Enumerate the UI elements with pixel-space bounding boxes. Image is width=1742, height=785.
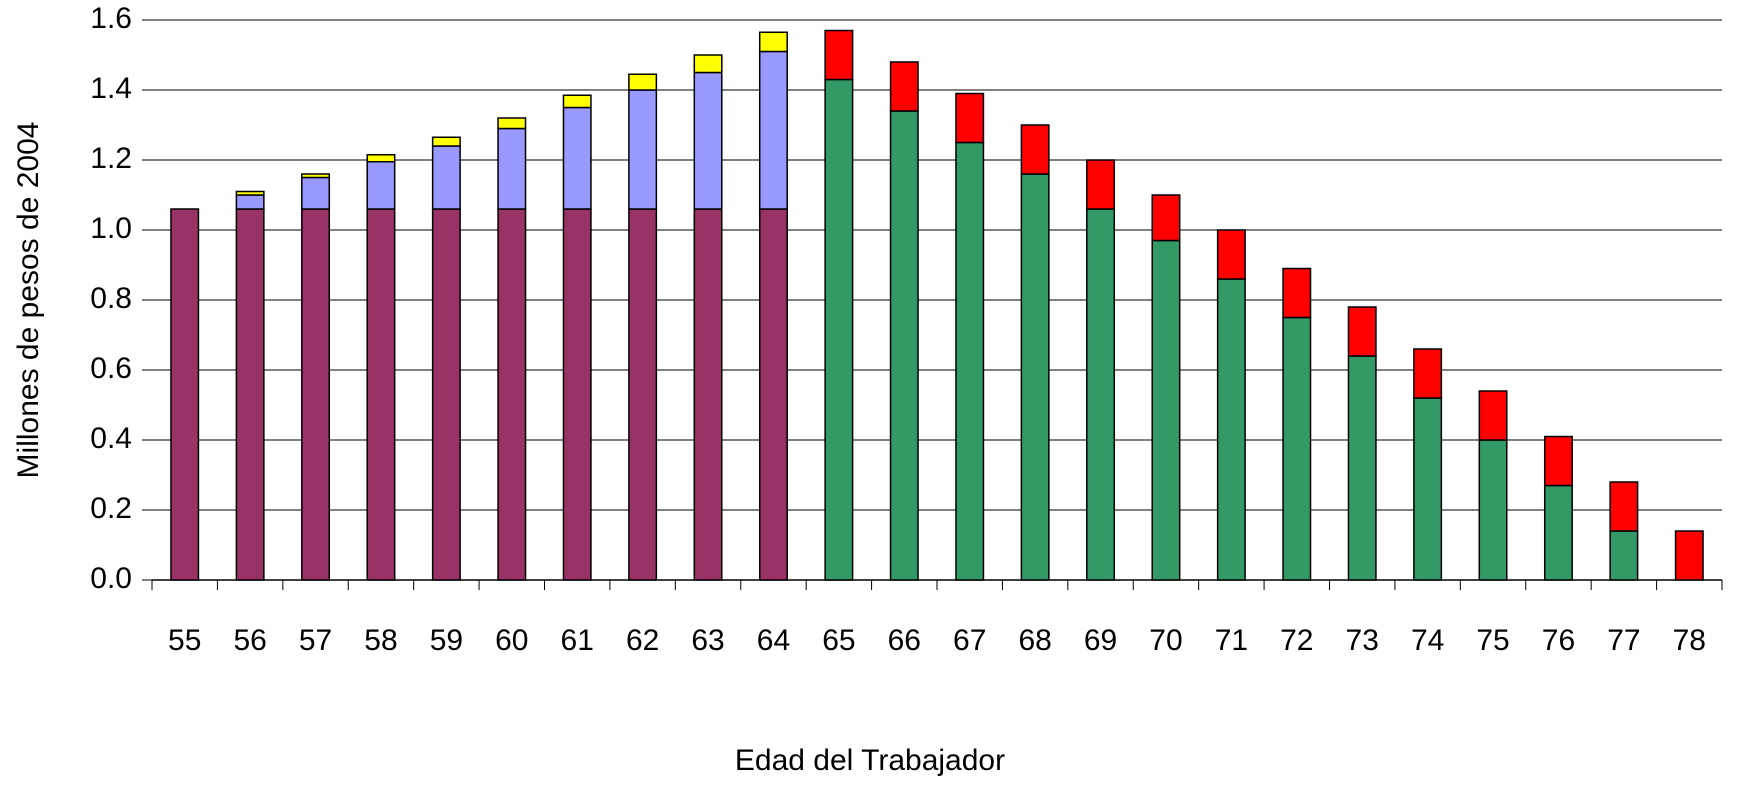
bar-segment xyxy=(1347,355,1377,581)
x-tick-label: 69 xyxy=(1084,624,1117,657)
bar-segment xyxy=(1020,173,1050,581)
x-tick-label: 63 xyxy=(691,624,724,657)
bar-segment xyxy=(1347,306,1377,357)
bar-segment xyxy=(497,117,527,130)
x-tick-label: 72 xyxy=(1280,624,1313,657)
x-tick-label: 68 xyxy=(1018,624,1051,657)
bar-segment xyxy=(170,208,200,581)
x-tick-label: 74 xyxy=(1411,624,1444,657)
x-tick-label: 73 xyxy=(1346,624,1379,657)
bar-segment xyxy=(431,136,461,147)
x-tick-label: 70 xyxy=(1149,624,1182,657)
bar-segment xyxy=(628,89,658,210)
bar-segment xyxy=(497,127,527,210)
bar-segment xyxy=(1478,390,1508,441)
x-tick-label: 71 xyxy=(1215,624,1248,657)
bar-segment xyxy=(955,141,985,581)
bar-segment xyxy=(1086,208,1116,581)
x-tick-label: 78 xyxy=(1673,624,1706,657)
bar-segment xyxy=(758,208,788,581)
bar-segment xyxy=(235,194,265,210)
bar-segment xyxy=(562,94,592,109)
x-tick-label: 62 xyxy=(626,624,659,657)
bar-segment xyxy=(497,208,527,581)
bar-segment xyxy=(628,73,658,91)
x-tick-label: 66 xyxy=(888,624,921,657)
y-tick-label: 1.4 xyxy=(90,72,132,105)
x-tick-label: 61 xyxy=(561,624,594,657)
bar-segment xyxy=(562,208,592,581)
bar-segment xyxy=(431,208,461,581)
y-tick-label: 1.2 xyxy=(90,142,132,175)
bar-segment xyxy=(889,61,919,112)
bar-segment xyxy=(758,50,788,210)
bar-segment xyxy=(366,154,396,163)
y-tick-label: 0.8 xyxy=(90,282,132,315)
bar-segment xyxy=(1609,481,1639,532)
x-tick-label: 59 xyxy=(430,624,463,657)
bar-segment xyxy=(366,208,396,581)
bar-segment xyxy=(431,145,461,210)
x-axis-title: Edad del Trabajador xyxy=(735,744,1005,777)
bar-segment xyxy=(562,106,592,210)
bar-segment xyxy=(1413,397,1443,581)
bar-segment xyxy=(824,29,854,81)
bar-segment xyxy=(693,208,723,581)
bar-segment xyxy=(1086,159,1116,210)
bar-segment xyxy=(235,208,265,581)
x-tick-label: 65 xyxy=(822,624,855,657)
bar-segment xyxy=(1478,439,1508,581)
y-tick-label: 1.6 xyxy=(90,2,132,35)
y-tick-label: 1.0 xyxy=(90,212,132,245)
bar-segment xyxy=(1282,316,1312,581)
x-tick-label: 67 xyxy=(953,624,986,657)
x-tick-label: 60 xyxy=(495,624,528,657)
x-tick-label: 64 xyxy=(757,624,790,657)
bar-segment xyxy=(628,208,658,581)
y-tick-label: 0.0 xyxy=(90,562,132,595)
bar-segment xyxy=(1216,229,1246,280)
x-tick-label: 76 xyxy=(1542,624,1575,657)
bar-segment xyxy=(693,71,723,210)
bar-segment xyxy=(758,31,788,53)
bar-segment xyxy=(693,54,723,74)
bar-segment xyxy=(1151,194,1181,242)
y-axis-title: Millones de pesos de 2004 xyxy=(12,122,45,479)
y-tick-label: 0.2 xyxy=(90,492,132,525)
bar-segment xyxy=(1216,278,1246,581)
bar-segment xyxy=(1543,435,1573,487)
x-tick-label: 77 xyxy=(1607,624,1640,657)
x-tick-label: 75 xyxy=(1476,624,1509,657)
bar-segment xyxy=(301,208,331,581)
x-tick-label: 58 xyxy=(364,624,397,657)
x-tick-label: 57 xyxy=(299,624,332,657)
bar-segment xyxy=(1282,267,1312,319)
bar-segment xyxy=(889,110,919,581)
bar-segment xyxy=(1543,484,1573,581)
bar-segment xyxy=(1151,239,1181,581)
y-tick-label: 0.6 xyxy=(90,352,132,385)
bar-segment xyxy=(301,176,331,210)
bar-segment xyxy=(824,78,854,581)
bar-segment xyxy=(955,92,985,144)
bar-segment xyxy=(235,190,265,196)
bar-segment xyxy=(1674,530,1704,581)
x-tick-label: 55 xyxy=(168,624,201,657)
x-tick-label: 56 xyxy=(233,624,266,657)
bar-segment xyxy=(1020,124,1050,175)
bar-segment xyxy=(1609,530,1639,581)
y-tick-label: 0.4 xyxy=(90,422,132,455)
bar-segment xyxy=(1413,348,1443,399)
bar-segment xyxy=(301,173,331,179)
bar-segment xyxy=(366,161,396,210)
